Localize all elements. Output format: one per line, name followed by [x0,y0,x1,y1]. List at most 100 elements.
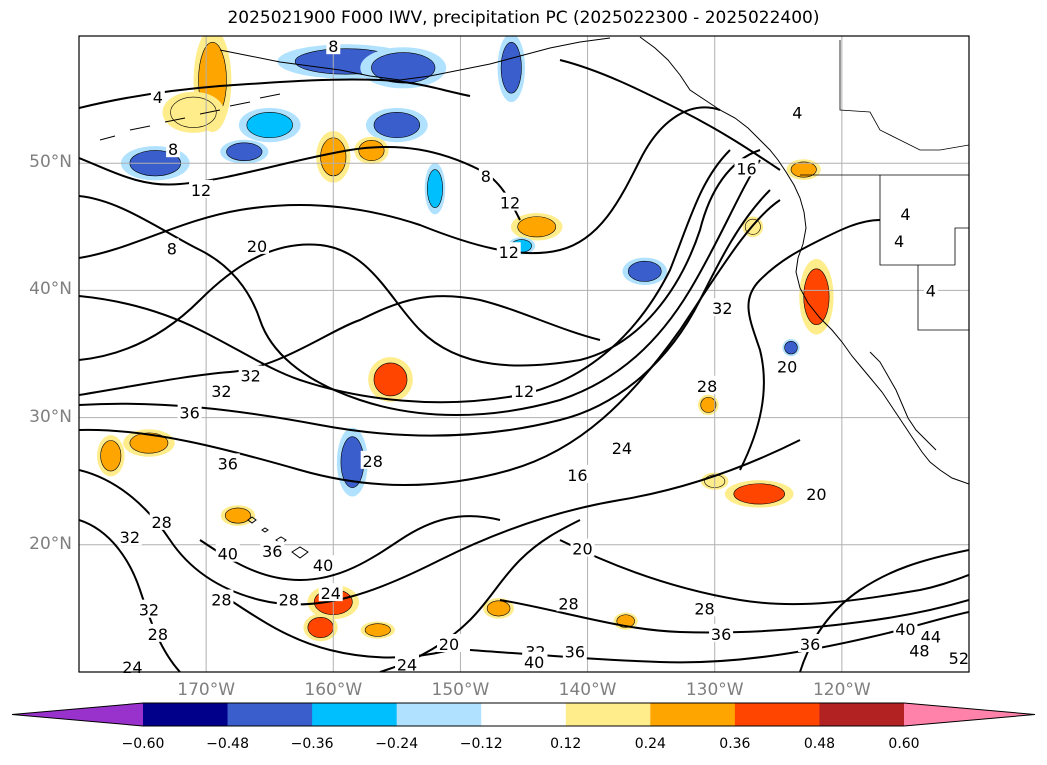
precip-blob [307,617,334,638]
colorbar-tick-label: −0.12 [459,736,503,752]
canada-coast-inland [839,40,969,151]
precip-blob [364,623,391,637]
contour-label: 32 [120,528,140,547]
iwv-contour-line [469,611,969,664]
precip-blob [700,396,717,413]
iwv-contour-line [79,149,761,367]
longitude-label: 170°W [177,680,236,700]
contour-label-bg [804,483,829,502]
contour-label-bg [276,589,301,608]
iwv-contour-line [199,515,501,582]
colorbar-segment [312,703,398,726]
colorbar-extend-high [904,703,1035,726]
iwv-contour-line [79,159,761,416]
precip-blob [129,432,169,454]
north-america-coastline [639,36,969,485]
baja-california-coast [869,351,937,451]
contour-label: 24 [122,658,142,677]
latitude-label: 30°N [29,406,72,427]
contour-label: 32 [712,299,732,318]
contour-label: 20 [572,540,592,559]
contour-label-bg [318,583,343,602]
colorbar-tick-label: −0.60 [121,736,165,752]
colorbar-tick-label: −0.48 [206,736,249,752]
colorbar-tick-label: −0.24 [375,736,419,752]
colorbar-tick-label: 0.24 [634,736,666,752]
longitude-label: 130°W [685,680,744,700]
longitude-label: 120°W [812,680,871,700]
contour-label: 28 [558,594,578,613]
contour-label-bg [215,453,240,472]
contour-label: 12 [191,181,211,200]
contour-label: 4 [900,205,910,224]
coastlines [99,36,969,559]
iwv-contour-line [79,78,471,109]
precip-blob [627,260,662,282]
contour-label: 24 [397,655,417,674]
colorbar-segment [396,703,482,726]
contour-label: 28 [148,625,168,644]
precip-blob [246,112,293,139]
contour-label: 28 [279,590,299,609]
contour-label-bg [145,623,170,642]
colorbar-tick-label: 0.60 [888,736,920,752]
contour-label: 32 [211,382,231,401]
contour-label-bg [710,298,735,317]
contour-label: 16 [736,159,756,178]
contour-label: 40 [218,545,238,564]
contour-label-bg [609,438,634,457]
latitude-label: 20°N [29,533,72,554]
contour-label-bg [311,555,336,574]
contour-label: 4 [894,232,904,251]
contour-label-bg [164,238,179,257]
precip-blob [224,507,251,524]
contour-label-bg [326,36,341,55]
contour-label-bg [215,543,240,562]
precip-blob [790,161,817,178]
precip-blob [733,483,785,505]
contour-label: 36 [218,454,238,473]
latitude-label: 40°N [29,279,72,300]
contour-label: 4 [926,281,936,300]
contour-label: 20 [777,358,797,377]
iwv-contour-line [79,106,721,259]
contour-label-bg [946,648,971,667]
contour-label-bg [923,280,938,299]
contour-label-bg [565,464,590,483]
longitude-label: 150°W [431,680,490,700]
longitude-label: 160°W [304,680,363,700]
colorbar-tick-label: 0.12 [550,736,582,752]
contour-label-bg [790,102,805,121]
precip-blob [170,96,217,128]
hawaii-islands [247,516,309,559]
contour-label-bg [150,87,165,106]
contour-label-bg [395,654,420,673]
precip-blob [486,600,511,617]
contour-label: 12 [514,382,534,401]
contour-label-bg [556,593,581,612]
graticule [79,36,969,672]
contour-label-bg [360,450,385,469]
contour-label-bg [918,626,943,645]
contour-label: 8 [168,140,178,159]
colorbar-segment [481,703,567,726]
colorbar-outline [11,702,1036,727]
map-background [79,36,969,672]
map-frame [78,35,970,673]
iwv-contour-line [79,439,801,606]
contour-label: 28 [697,377,717,396]
contour-label: 28 [151,513,171,532]
contour-label: 8 [481,167,491,186]
iwv-contour-line [79,519,181,672]
aleutian-islands [99,93,281,141]
contour-label: 24 [612,439,632,458]
contour-label: 32 [139,601,159,620]
map-title: 2025021900 F000 IWV, precipitation PC (2… [227,8,820,28]
contour-label: 12 [500,194,520,213]
contour-label-bg [893,618,918,637]
precip-blob [358,140,385,161]
iwv-contour-line [559,539,969,606]
contour-label-bg [692,598,717,617]
precip-blob [373,362,408,397]
